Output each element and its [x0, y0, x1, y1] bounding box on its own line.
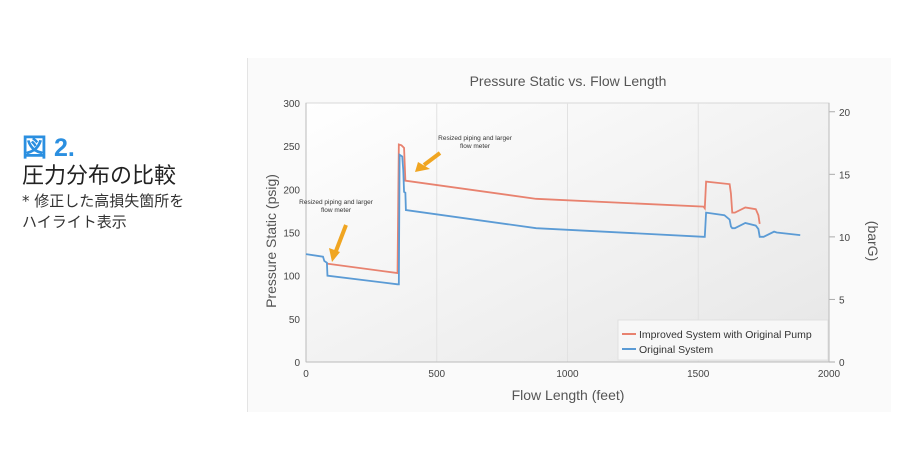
- chart-title: Pressure Static vs. Flow Length: [470, 73, 667, 89]
- y-tick-label: 300: [283, 99, 300, 110]
- arrow-head-icon: [329, 248, 340, 262]
- figure-number: 図 2.: [22, 134, 75, 162]
- annotation-text: Resized piping and larger: [438, 135, 513, 142]
- x-tick-label: 0: [303, 369, 309, 380]
- x-axis-label: Flow Length (feet): [512, 387, 625, 403]
- y2-axis-label: (barG): [865, 221, 881, 261]
- y-tick-label: 0: [294, 358, 300, 369]
- legend: Improved System with Original Pump Origi…: [617, 319, 829, 361]
- series-line-original: [305, 153, 801, 286]
- y-tick-label: 150: [283, 229, 300, 240]
- legend-label-original: Original System: [639, 344, 713, 356]
- arrow-head-icon: [415, 162, 430, 172]
- arrow-icon: [422, 151, 442, 167]
- figure-note-2: ハイライト表示: [22, 213, 127, 231]
- chart: 0 500 1000 1500 2000050100150200250300051015…: [248, 58, 891, 412]
- y2-tick-label: 10: [839, 233, 851, 244]
- figure-note-1: * 修正した高損失箇所を: [22, 192, 185, 210]
- legend-label-improved: Improved System with Original Pump: [639, 329, 812, 341]
- arrow-icon: [334, 224, 348, 252]
- annotation-text: flow meter: [321, 207, 352, 214]
- x-tick-label: 2000: [818, 369, 841, 380]
- x-tick-label: 500: [428, 369, 445, 380]
- y-axis-label: Pressure Static (psig): [263, 174, 279, 308]
- y-tick-label: 200: [283, 185, 300, 196]
- y-tick-label: 250: [283, 142, 300, 153]
- y2-tick-label: 5: [839, 295, 845, 306]
- chart-panel: 0 500 1000 1500 2000 0 50 100 150 200 250 300 0 5 10 15…: [247, 58, 891, 412]
- y-tick-label: 50: [289, 315, 301, 326]
- x-tick-label: 1000: [556, 369, 579, 380]
- annotation-text: flow meter: [460, 143, 491, 150]
- y2-tick-label: 20: [839, 108, 851, 119]
- y-tick-label: 100: [283, 272, 300, 283]
- y2-tick-label: 15: [839, 170, 851, 181]
- figure-title: 圧力分布の比較: [22, 164, 177, 189]
- figure-caption: 図 2. 圧力分布の比較 * 修正した高損失箇所を ハイライト表示: [22, 133, 184, 233]
- annotation-text: Resized piping and larger: [299, 199, 374, 206]
- x-tick-label: 1500: [687, 369, 710, 380]
- series-line-improved: [326, 143, 761, 275]
- y2-tick-label: 0: [839, 358, 845, 369]
